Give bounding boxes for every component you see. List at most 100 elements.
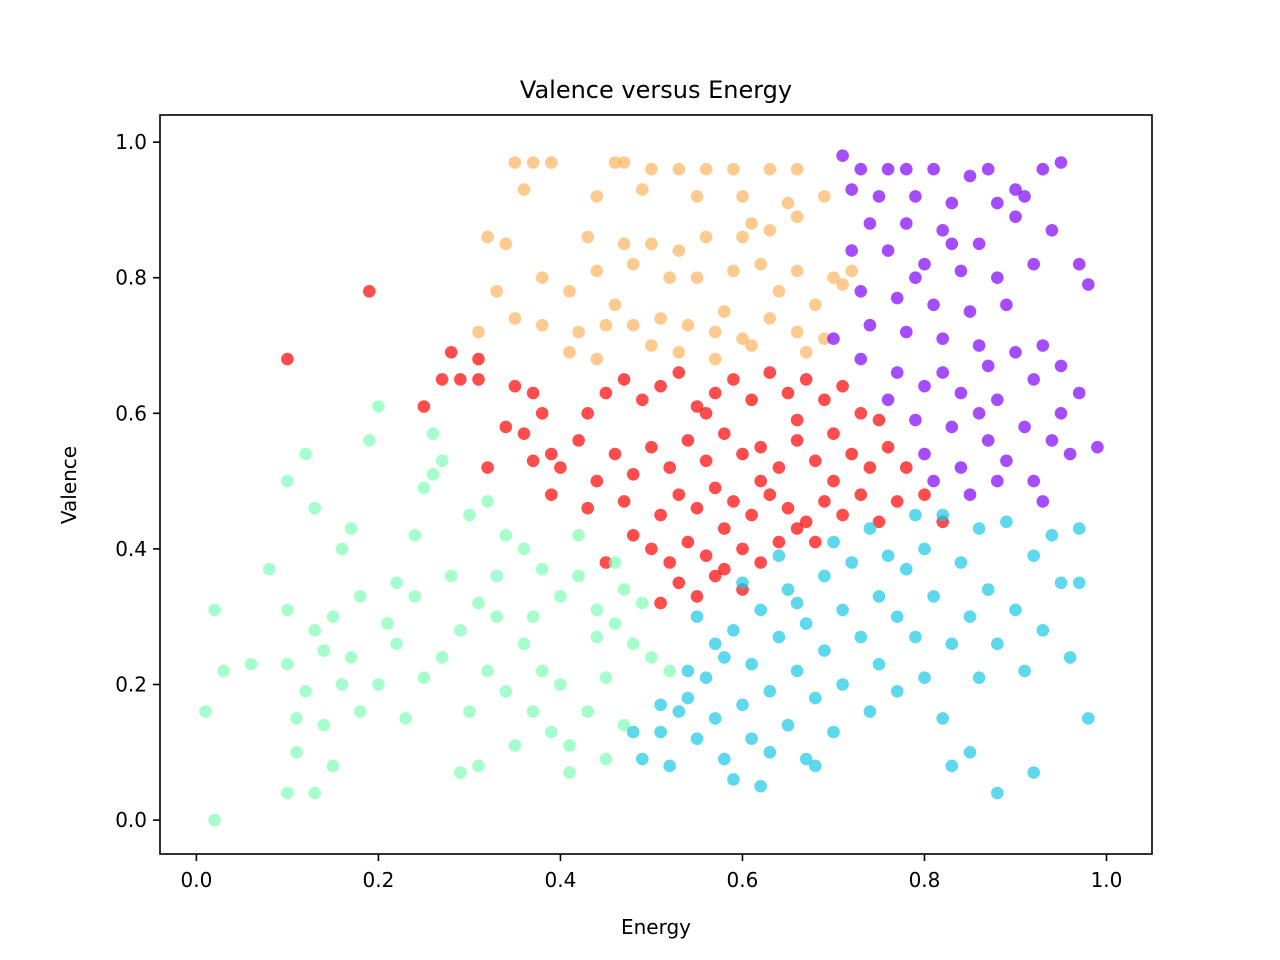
data-point-cluster-cyan-56: [991, 637, 1004, 651]
data-point-cluster-red-25: [763, 366, 777, 379]
data-point-cluster-mint-65: [645, 651, 658, 664]
data-point-cluster-orange-25: [763, 224, 777, 237]
data-point-cluster-mint-63: [636, 596, 649, 610]
series-cluster-orange: [472, 156, 858, 366]
data-point-cluster-mint-41: [499, 685, 513, 698]
data-point-cluster-red-42: [718, 427, 731, 441]
data-point-cluster-red-80: [790, 522, 804, 535]
data-point-cluster-red-68: [872, 515, 886, 529]
data-point-cluster-cyan-54: [972, 671, 986, 684]
data-point-cluster-red-15: [581, 407, 594, 420]
data-point-cluster-cyan-9: [699, 671, 713, 684]
data-point-cluster-cyan-8: [690, 732, 704, 745]
data-point-cluster-cyan-41: [900, 562, 913, 576]
data-point-cluster-red-92: [790, 413, 804, 427]
data-point-cluster-mint-67: [617, 718, 631, 732]
data-point-cluster-cyan-73: [909, 508, 922, 522]
data-point-cluster-cyan-23: [781, 583, 795, 596]
series-cluster-red: [281, 285, 949, 610]
data-point-cluster-mint-13: [335, 678, 349, 691]
data-point-cluster-purple-11: [872, 190, 886, 203]
data-point-cluster-mint-42: [454, 624, 467, 637]
x-tick-label-2: 0.4: [545, 868, 577, 892]
data-point-cluster-mint-4: [244, 657, 258, 671]
data-point-cluster-orange-51: [563, 346, 576, 359]
data-point-cluster-mint-29: [408, 590, 422, 603]
data-point-cluster-cyan-0: [626, 725, 640, 739]
data-point-cluster-purple-55: [1045, 434, 1059, 447]
data-point-cluster-cyan-51: [963, 610, 977, 623]
y-tick-label-0: 0.0: [115, 808, 147, 832]
data-point-cluster-red-63: [781, 501, 795, 515]
data-point-cluster-purple-56: [1091, 440, 1104, 454]
data-point-cluster-orange-42: [599, 318, 613, 332]
data-point-cluster-purple-38: [972, 339, 986, 352]
data-point-cluster-cyan-25: [799, 752, 813, 766]
x-tick-label-4: 0.8: [909, 868, 941, 892]
data-point-cluster-cyan-61: [1027, 549, 1040, 562]
data-point-cluster-red-90: [754, 474, 767, 488]
data-point-cluster-orange-58: [535, 271, 549, 285]
data-point-cluster-mint-38: [472, 759, 485, 773]
data-point-cluster-cyan-34: [854, 630, 868, 644]
data-point-cluster-red-12: [517, 427, 531, 441]
chart-title: Valence versus Energy: [520, 76, 792, 104]
data-point-cluster-purple-21: [1045, 224, 1059, 237]
data-point-cluster-orange-57: [799, 346, 813, 359]
data-point-cluster-purple-69: [909, 271, 922, 285]
data-point-cluster-red-18: [636, 393, 649, 407]
data-point-cluster-red-6: [472, 373, 485, 386]
data-point-cluster-mint-48: [517, 542, 531, 556]
data-point-cluster-purple-39: [1009, 346, 1022, 359]
x-tick-label-1: 0.2: [363, 868, 395, 892]
data-point-cluster-cyan-43: [918, 542, 931, 556]
data-point-cluster-purple-27: [1027, 257, 1040, 271]
data-point-cluster-mint-9: [281, 657, 294, 671]
data-point-cluster-purple-0: [836, 149, 849, 162]
data-point-cluster-red-24: [745, 393, 758, 407]
data-point-cluster-red-16: [599, 386, 613, 400]
data-point-cluster-cyan-3: [654, 698, 667, 712]
data-point-cluster-red-3: [472, 352, 485, 366]
data-point-cluster-cyan-5: [672, 705, 686, 718]
data-point-cluster-purple-62: [927, 474, 940, 488]
data-point-cluster-mint-71: [554, 678, 567, 691]
data-point-cluster-mint-2: [208, 603, 221, 617]
data-point-cluster-mint-55: [563, 766, 576, 779]
data-point-cluster-orange-49: [790, 325, 804, 339]
data-point-cluster-orange-1: [526, 156, 540, 169]
data-point-cluster-red-0: [363, 285, 376, 298]
data-point-cluster-orange-32: [690, 271, 704, 285]
data-point-cluster-orange-12: [590, 190, 604, 203]
data-point-cluster-purple-57: [918, 447, 931, 461]
data-point-cluster-purple-1: [854, 162, 868, 176]
data-point-cluster-mint-24: [308, 501, 322, 515]
data-point-cluster-red-28: [818, 393, 831, 407]
data-point-cluster-orange-6: [672, 162, 686, 176]
data-point-cluster-purple-34: [1000, 298, 1013, 312]
data-point-cluster-orange-24: [736, 230, 749, 244]
data-point-cluster-cyan-78: [790, 596, 804, 610]
data-point-cluster-cyan-46: [936, 508, 949, 522]
data-point-cluster-cyan-39: [890, 610, 904, 623]
data-point-cluster-orange-3: [608, 156, 622, 169]
data-point-cluster-orange-19: [499, 237, 513, 251]
data-point-cluster-purple-13: [945, 196, 959, 210]
data-point-cluster-red-64: [799, 515, 813, 529]
data-point-cluster-purple-37: [936, 332, 949, 346]
data-point-cluster-cyan-4: [663, 759, 676, 773]
x-axis: 0.0 0.2 0.4 0.6 0.8 1.0: [180, 854, 1122, 892]
y-tick-label-1: 0.2: [115, 673, 147, 697]
data-point-cluster-purple-46: [991, 393, 1004, 407]
data-point-cluster-red-88: [599, 556, 613, 569]
data-point-cluster-purple-3: [900, 162, 913, 176]
data-point-cluster-orange-34: [754, 257, 767, 271]
data-point-cluster-mint-56: [581, 705, 594, 718]
data-point-cluster-purple-24: [918, 257, 931, 271]
data-point-cluster-orange-29: [590, 264, 604, 278]
data-point-cluster-red-91: [699, 407, 713, 420]
data-point-cluster-purple-8: [1036, 162, 1050, 176]
data-point-cluster-cyan-1: [636, 752, 649, 766]
data-point-cluster-red-13: [545, 447, 558, 461]
data-point-cluster-red-52: [900, 461, 913, 474]
